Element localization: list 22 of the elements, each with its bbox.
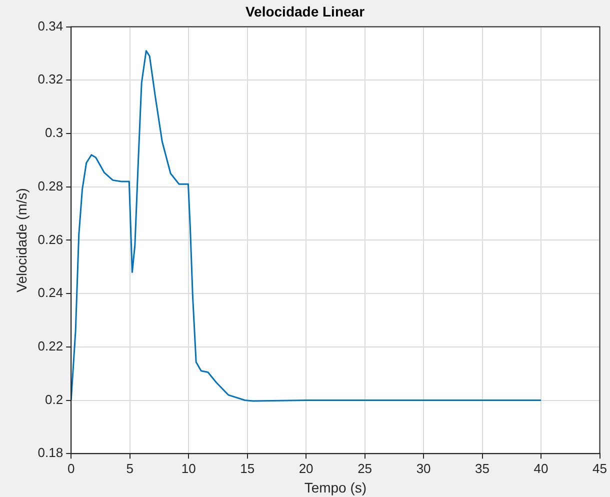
y-tick-label: 0.18 xyxy=(38,445,64,460)
y-tick-label: 0.22 xyxy=(38,338,64,354)
x-tick-label: 20 xyxy=(298,460,314,476)
x-tick-label: 25 xyxy=(358,460,372,476)
y-tick-label: 0.2 xyxy=(45,392,64,407)
y-tick-label: 0.32 xyxy=(38,72,64,87)
chart-title: Velocidade Linear xyxy=(245,3,366,20)
y-tick-label: 0.28 xyxy=(38,178,64,194)
x-tick-label: 5 xyxy=(126,460,134,476)
y-tick-label: 0.3 xyxy=(45,125,64,140)
x-tick-label: 0 xyxy=(67,460,75,476)
x-tick-label: 10 xyxy=(181,460,196,476)
y-tick-label: 0.26 xyxy=(38,232,64,247)
x-tick-label: 15 xyxy=(240,460,255,476)
y-tick-label: 0.34 xyxy=(38,18,64,34)
x-tick-label: 40 xyxy=(534,460,548,476)
x-tick-label: 45 xyxy=(592,460,608,476)
x-tick-label: 30 xyxy=(416,460,431,476)
x-axis-title: Tempo (s) xyxy=(304,479,367,496)
x-tick-label: 35 xyxy=(475,460,490,476)
y-tick-label: 0.24 xyxy=(38,285,64,300)
y-axis-title: Velocidade (m/s) xyxy=(13,188,30,292)
